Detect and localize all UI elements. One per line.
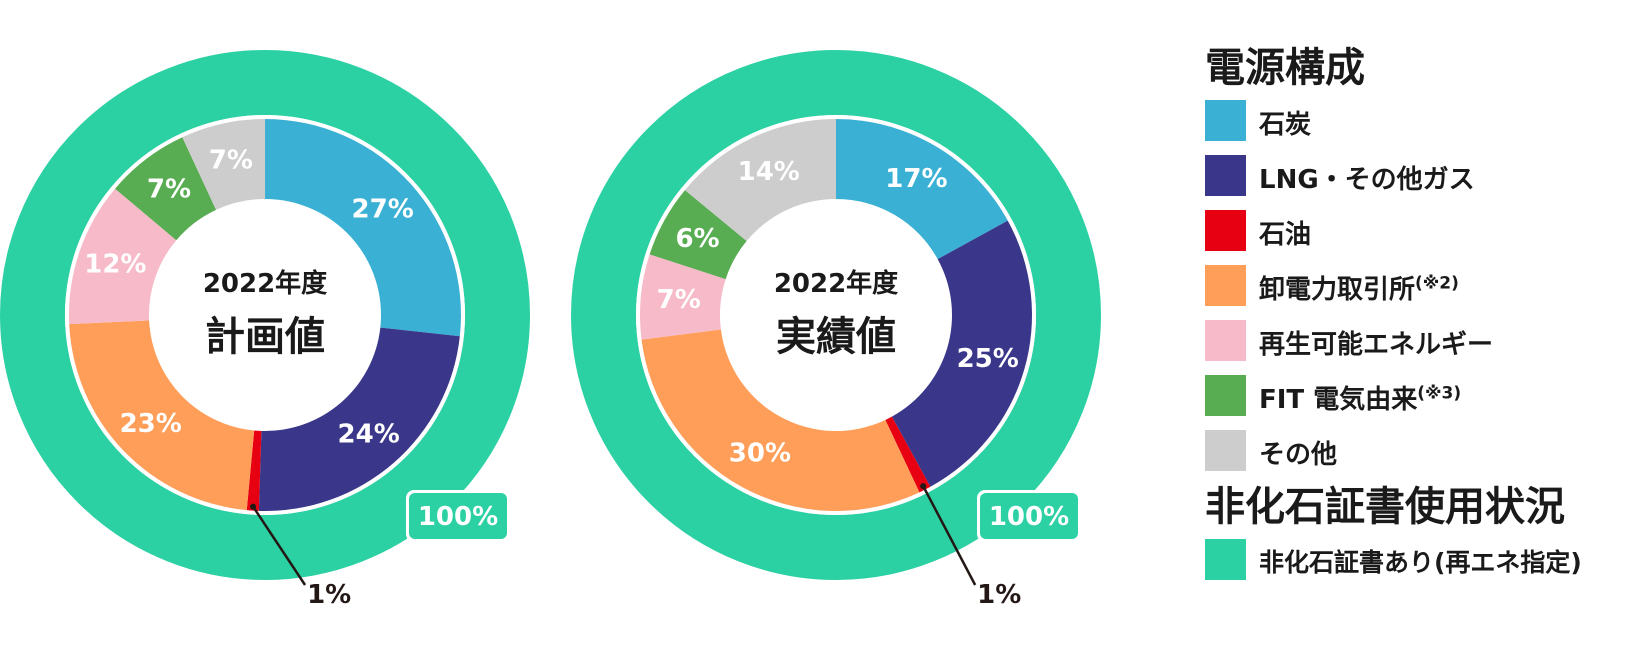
slice-label: 25% — [957, 344, 1019, 374]
legend-swatch — [1205, 155, 1246, 196]
donut-slice — [182, 119, 265, 210]
slice-label: 27% — [352, 195, 414, 225]
legend-label: 石油 — [1259, 220, 1312, 250]
nonfossil-title: 非化石証書使用状況 — [1205, 484, 1565, 530]
legend-label: 再生可能エネルギー — [1259, 330, 1494, 360]
chart-year: 2022年度 — [774, 268, 898, 299]
outer-ring — [0, 50, 530, 580]
donut-slice — [891, 220, 1032, 487]
slice-label: 12% — [84, 249, 146, 279]
donut-slice — [258, 327, 460, 511]
donut-slice — [649, 190, 747, 280]
slice-label: 24% — [338, 419, 400, 449]
outer-ring-label: 100% — [418, 502, 498, 532]
legend-label: FIT 電気由来 — [1259, 385, 1418, 415]
badge-bg — [980, 493, 1078, 539]
donut-slice — [265, 119, 462, 337]
donut-slice — [246, 430, 262, 511]
legend-swatch — [1205, 430, 1246, 471]
legend-swatch — [1205, 210, 1246, 251]
legend-item-lng: LNG・その他ガス — [1205, 149, 1635, 204]
legend: 電源構成 石炭 LNG・その他ガス 石油 卸電力取引所(※2) 再生可能エネルギ… — [1205, 42, 1635, 588]
slice-label: 30% — [729, 438, 791, 468]
legend-title: 電源構成 — [1205, 45, 1365, 91]
legend-label: LNG・その他ガス — [1259, 165, 1475, 195]
slice-label: 1% — [977, 580, 1021, 610]
leader-line — [252, 505, 307, 586]
legend-swatch — [1205, 539, 1246, 580]
slice-label: 14% — [738, 157, 800, 187]
legend-item-fit: FIT 電気由来(※3) — [1205, 369, 1635, 424]
donut-slice — [641, 329, 920, 511]
slice-label: 17% — [885, 164, 947, 194]
legend-swatch — [1205, 375, 1246, 416]
legend-swatch — [1205, 100, 1246, 141]
chart-title: 計画値 — [205, 314, 325, 360]
slice-label: 7% — [209, 146, 253, 176]
badge-bg — [409, 493, 507, 539]
slice-label: 23% — [120, 409, 182, 439]
legend-item-coal: 石炭 — [1205, 94, 1635, 149]
outer-ring — [571, 50, 1101, 580]
legend-label: 非化石証書あり(再エネ指定) — [1259, 548, 1582, 577]
legend-swatch — [1205, 320, 1246, 361]
legend-item-nonfossil: 非化石証書あり(再エネ指定) — [1205, 533, 1635, 588]
chart-year: 2022年度 — [203, 268, 327, 299]
legend-swatch — [1205, 265, 1246, 306]
legend-note: (※2) — [1415, 273, 1459, 294]
donut-slice — [115, 137, 217, 241]
slice-label: 1% — [307, 580, 351, 610]
chart-title: 実績値 — [776, 314, 896, 360]
donut-slice — [69, 188, 177, 325]
donut-slice — [836, 119, 1008, 260]
donut-slice — [684, 119, 836, 242]
legend-label: 卸電力取引所 — [1259, 275, 1416, 305]
donut-slice — [885, 416, 931, 493]
slice-label: 6% — [675, 224, 719, 254]
legend-label: その他 — [1259, 440, 1338, 470]
donut-slice — [640, 254, 726, 340]
leader-line — [922, 485, 977, 586]
legend-item-exchange: 卸電力取引所(※2) — [1205, 259, 1635, 314]
legend-items: 石炭 LNG・その他ガス 石油 卸電力取引所(※2) 再生可能エネルギー FIT… — [1205, 94, 1635, 479]
legend-label: 石炭 — [1259, 110, 1312, 140]
legend-item-other: その他 — [1205, 424, 1635, 479]
legend-note: (※3) — [1417, 383, 1462, 404]
donut-slice — [69, 320, 255, 511]
legend-item-oil: 石油 — [1205, 204, 1635, 259]
slice-label: 7% — [657, 285, 701, 315]
legend-item-renewable: 再生可能エネルギー — [1205, 314, 1635, 369]
slice-label: 7% — [147, 175, 191, 205]
outer-ring-label: 100% — [989, 502, 1069, 532]
